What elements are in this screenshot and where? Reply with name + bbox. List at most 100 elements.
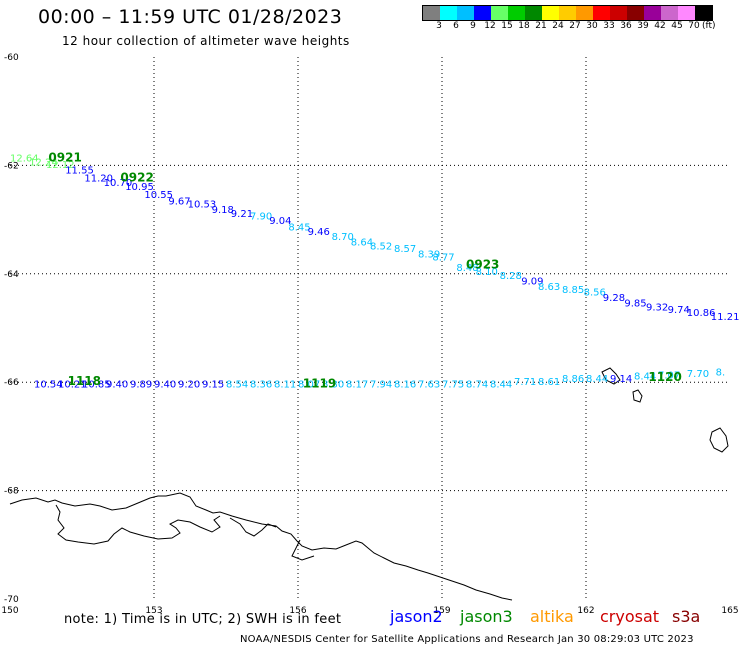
color-scale-swatch bbox=[661, 6, 678, 20]
wave-height-label: 7.90 bbox=[250, 212, 272, 223]
legend-jason3: jason3 bbox=[460, 607, 513, 626]
color-scale-label: 15 bbox=[501, 21, 513, 31]
color-scale-bar bbox=[422, 5, 713, 21]
wave-height-label: 9.04 bbox=[269, 216, 291, 227]
wave-height-label: 9.09 bbox=[521, 277, 543, 288]
wave-height-label: 8.70 bbox=[332, 232, 354, 243]
wave-height-label: 8.30 bbox=[322, 380, 344, 391]
wave-height-label: 7.07 bbox=[658, 370, 680, 381]
lon-tick-label: 159 bbox=[433, 606, 450, 616]
color-scale-label: 70 bbox=[688, 21, 700, 31]
color-scale-swatch bbox=[695, 6, 712, 20]
wave-height-label: 9.20 bbox=[178, 380, 200, 391]
wave-height-label: 8.61 bbox=[538, 377, 560, 388]
wave-height-label: 12.64 bbox=[10, 154, 39, 165]
color-scale-unit: (ft) bbox=[702, 21, 716, 31]
wave-height-label: 8.17 bbox=[346, 380, 368, 391]
credit-line: NOAA/NESDIS Center for Satellite Applica… bbox=[240, 634, 694, 645]
color-scale-swatch bbox=[423, 6, 440, 20]
wave-height-label: 10.86 bbox=[687, 308, 716, 319]
lat-tick-label: -60 bbox=[4, 53, 19, 63]
color-scale-swatch bbox=[627, 6, 644, 20]
lat-tick-label: -70 bbox=[4, 595, 19, 605]
wave-height-label: 8.56 bbox=[584, 287, 606, 298]
wave-height-label: 8.63 bbox=[538, 282, 560, 293]
wave-height-label: 7.71 bbox=[514, 377, 536, 388]
legend-cryosat: cryosat bbox=[600, 607, 660, 626]
wave-height-label: 8.77 bbox=[432, 252, 454, 263]
wave-height-label: 8.36 bbox=[250, 380, 272, 391]
lon-tick-label: 165 bbox=[721, 606, 738, 616]
wave-height-label: 8.54 bbox=[226, 380, 248, 391]
wave-height-label: 8.11 bbox=[274, 380, 296, 391]
lat-tick-label: -68 bbox=[4, 487, 19, 497]
lat-tick-label: -64 bbox=[4, 270, 19, 280]
wave-height-label: 9.28 bbox=[603, 293, 625, 304]
color-scale-label: 18 bbox=[518, 21, 530, 31]
wave-height-label: 10.55 bbox=[144, 190, 173, 201]
island-3 bbox=[709, 427, 729, 453]
wave-height-label: 9.32 bbox=[646, 303, 668, 314]
wave-height-label: 9.40 bbox=[106, 380, 128, 391]
wave-height-label: 9.46 bbox=[308, 227, 330, 238]
color-scale-swatch bbox=[678, 6, 695, 20]
wave-height-label: 8.44 bbox=[490, 380, 512, 391]
color-scale-label: 45 bbox=[671, 21, 683, 31]
wave-height-label: 11.21 bbox=[711, 312, 740, 323]
wave-height-label: 10.85 bbox=[82, 380, 111, 391]
color-scale-swatch bbox=[474, 6, 491, 20]
lon-tick-label: 156 bbox=[289, 606, 306, 616]
color-scale-swatch bbox=[610, 6, 627, 20]
wave-height-label: 10.53 bbox=[188, 200, 217, 211]
coastline bbox=[9, 367, 729, 601]
wave-height-label: 9.85 bbox=[624, 298, 646, 309]
color-scale-label: 12 bbox=[484, 21, 496, 31]
wave-height-label: 11.55 bbox=[65, 166, 94, 177]
wave-height-label: 11.20 bbox=[84, 174, 113, 185]
footnote: note: 1) Time is in UTC; 2) SWH is in fe… bbox=[64, 612, 342, 627]
color-scale-label: 36 bbox=[620, 21, 632, 31]
wave-height-label: 8.44 bbox=[586, 374, 608, 385]
wave-height-label: 9.67 bbox=[168, 196, 190, 207]
wave-height-label: 7.63 bbox=[418, 380, 440, 391]
map-title: 00:00 – 11:59 UTC 01/28/2023 bbox=[38, 6, 343, 28]
island-1 bbox=[601, 367, 621, 385]
axis-tick-labels: 150 153 156 159 162 165 -60 -62 -64 -66 -68 -70 bbox=[1, 53, 738, 616]
wave-height-label: 9.18 bbox=[212, 205, 234, 216]
wave-height-label: 8.07 bbox=[298, 380, 320, 391]
color-scale-label: 33 bbox=[603, 21, 615, 31]
wave-height-label: 10.95 bbox=[125, 182, 154, 193]
wave-height-label: 8. bbox=[716, 368, 726, 379]
color-scale-swatch bbox=[576, 6, 593, 20]
color-scale-label: 24 bbox=[552, 21, 564, 31]
lon-tick-label: 153 bbox=[145, 606, 162, 616]
color-scale-swatch bbox=[593, 6, 610, 20]
wave-height-label: 8.85 bbox=[562, 285, 584, 296]
wave-height-label: 9.74 bbox=[668, 305, 690, 316]
color-scale-label: 6 bbox=[453, 21, 459, 31]
wave-height-label: 9.21 bbox=[231, 209, 253, 220]
time-label: 1120 bbox=[648, 370, 681, 384]
wave-height-label: 8.86 bbox=[562, 374, 584, 385]
color-scale-label: 3 bbox=[436, 21, 442, 31]
color-scale-swatch bbox=[491, 6, 508, 20]
wave-height-label: 9.40 bbox=[154, 380, 176, 391]
wave-height-label: 7.75 bbox=[442, 380, 464, 391]
color-scale-label: 9 bbox=[470, 21, 476, 31]
wave-height-label: 8.57 bbox=[394, 244, 416, 255]
wave-height-label: 7.70 bbox=[687, 369, 709, 380]
time-label: 1119 bbox=[303, 377, 336, 391]
wave-height-label: 8.48 bbox=[456, 263, 478, 274]
lat-tick-label: -62 bbox=[4, 161, 19, 171]
wave-height-label: 9.14 bbox=[610, 374, 632, 385]
wave-height-label: 12.24 bbox=[29, 157, 58, 168]
color-scale-labels: 3 6 9 12 15 18 21 24 27 30 33 36 39 42 45 70 (ft) bbox=[422, 21, 740, 33]
altimeter-tracks: 12.6412.2412.1211.5511.2010.7010.9510.55… bbox=[10, 151, 739, 391]
legend-jason2: jason2 bbox=[390, 607, 443, 626]
wave-height-label: 12.12 bbox=[46, 160, 75, 171]
wave-height-label: 8.28 bbox=[500, 271, 522, 282]
wave-height-label: 8.45 bbox=[288, 222, 310, 233]
wave-height-label: 8.10 bbox=[476, 267, 498, 278]
